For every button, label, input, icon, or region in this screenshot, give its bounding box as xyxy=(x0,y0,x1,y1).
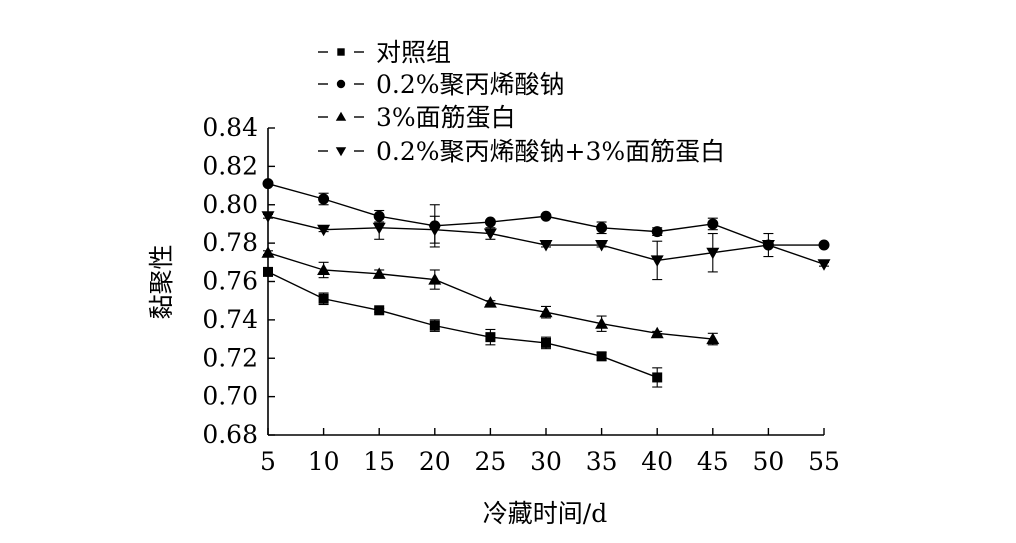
legend-label: 对照组 xyxy=(376,38,451,67)
data-point xyxy=(595,240,609,252)
data-point xyxy=(263,266,273,277)
data-point xyxy=(818,239,830,251)
x-tick-label: 15 xyxy=(363,447,395,476)
data-point xyxy=(650,255,664,267)
x-tick-label: 10 xyxy=(308,447,340,476)
y-tick-label: 0.68 xyxy=(202,420,258,449)
data-point xyxy=(372,267,386,279)
data-point xyxy=(318,293,329,304)
data-point xyxy=(539,305,553,318)
data-point xyxy=(707,218,719,230)
data-point xyxy=(540,210,552,222)
data-point xyxy=(372,222,386,235)
series-2 xyxy=(262,178,830,251)
legend-marker xyxy=(335,147,347,157)
data-point xyxy=(652,372,663,383)
legend-entry-1: 对照组 xyxy=(318,38,451,67)
y-axis-label: 黏聚性 xyxy=(147,244,176,319)
x-tick-label: 5 xyxy=(260,447,276,476)
y-tick-label: 0.74 xyxy=(202,305,258,334)
axes: 5 10 15 20 25 30 35 40 45 50 55 0.68 0.70 0.72 0.74 0.7… xyxy=(202,113,840,476)
data-point xyxy=(317,263,331,275)
data-point xyxy=(817,259,831,271)
y-tick-label: 0.72 xyxy=(202,343,258,372)
y-tick-label: 0.84 xyxy=(202,113,258,142)
series-1 xyxy=(263,266,663,388)
data-point xyxy=(484,216,496,228)
legend-marker xyxy=(337,48,345,56)
data-point xyxy=(596,351,607,362)
x-tick-label: 40 xyxy=(641,447,673,476)
x-axis-label: 冷藏时间/d xyxy=(483,499,607,528)
x-tick-label: 20 xyxy=(419,447,451,476)
legend-label: 0.2%聚丙烯酸钠+3%面筋蛋白 xyxy=(376,137,725,166)
data-point xyxy=(428,273,442,285)
data-point xyxy=(539,240,553,252)
data-point xyxy=(261,246,275,258)
data-point xyxy=(317,224,331,237)
data-point xyxy=(706,332,720,345)
series-3 xyxy=(261,246,720,346)
data-point xyxy=(261,211,275,223)
legend-entry-2: 0.2%聚丙烯酸钠 xyxy=(318,70,565,99)
x-tick-label: 35 xyxy=(586,447,618,476)
x-tick-label: 55 xyxy=(808,447,840,476)
y-tick-label: 0.80 xyxy=(202,190,258,219)
series-layer xyxy=(261,178,831,388)
data-point xyxy=(374,305,385,316)
data-point xyxy=(541,337,551,348)
data-point xyxy=(761,240,775,252)
series-line xyxy=(267,271,658,379)
legend: 对照组 0.2%聚丙烯酸钠 3%面筋蛋白 0.2%聚丙烯酸钠+3%面筋蛋白 xyxy=(318,38,725,166)
x-tick-label: 25 xyxy=(474,447,506,476)
data-point xyxy=(706,247,720,260)
data-point xyxy=(483,228,497,241)
legend-label: 3%面筋蛋白 xyxy=(376,103,516,132)
data-point xyxy=(651,226,663,238)
y-tick-label: 0.70 xyxy=(202,382,258,411)
x-tick-label: 45 xyxy=(697,447,729,476)
data-point xyxy=(262,178,274,190)
y-tick-label: 0.82 xyxy=(202,151,258,180)
legend-entry-4: 0.2%聚丙烯酸钠+3%面筋蛋白 xyxy=(318,137,725,166)
data-point xyxy=(428,224,442,237)
series-4 xyxy=(261,211,831,281)
data-point xyxy=(595,317,609,329)
data-point xyxy=(485,332,496,343)
legend-marker xyxy=(336,79,346,89)
legend-marker xyxy=(335,111,347,121)
y-tick-label: 0.78 xyxy=(202,228,258,257)
data-point xyxy=(483,296,497,308)
data-point xyxy=(318,193,330,205)
legend-entry-3: 3%面筋蛋白 xyxy=(318,103,516,132)
legend-label: 0.2%聚丙烯酸钠 xyxy=(376,70,565,99)
y-tick-label: 0.76 xyxy=(202,267,258,296)
series-line xyxy=(267,252,713,340)
data-point xyxy=(429,320,440,331)
data-point xyxy=(596,222,608,234)
x-tick-label: 50 xyxy=(752,447,784,476)
x-tick-label: 30 xyxy=(530,447,562,476)
data-point xyxy=(650,326,664,339)
